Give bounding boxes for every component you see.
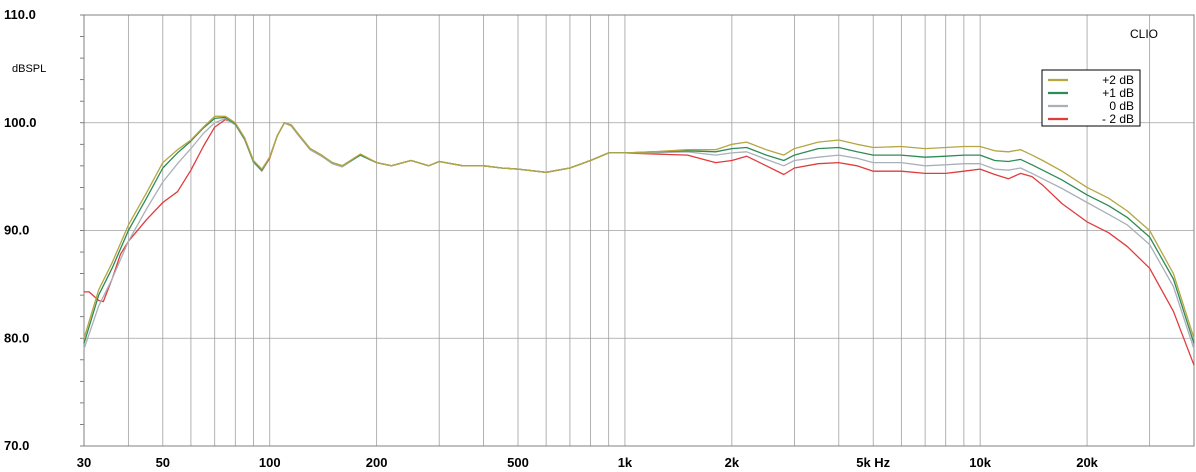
brand-label: CLIO <box>1130 27 1158 41</box>
legend: +2 dB+1 dB0 dB- 2 dB <box>1041 69 1141 127</box>
plot-frame <box>83 14 1195 447</box>
y-tick-label: 90.0 <box>4 223 29 238</box>
y-tick-label: 100.0 <box>4 115 37 130</box>
x-tick-label: 2k <box>725 455 740 470</box>
x-tick-label: 30 <box>77 455 91 470</box>
x-tick-label: 50 <box>156 455 170 470</box>
grid <box>80 14 1195 447</box>
legend-entry: - 2 dB <box>1102 112 1134 126</box>
legend-entry: +2 dB <box>1102 73 1134 87</box>
x-tick-label: 200 <box>366 455 388 470</box>
y-axis-label: dBSPL <box>12 63 46 75</box>
ticks: 70.0 80.0 90.0 100.0 110.0 30 50 100 200 500 1k 2k 5… <box>4 7 1099 470</box>
legend-entry: +1 dB <box>1102 86 1134 100</box>
x-tick-label: 10k <box>969 455 991 470</box>
x-tick-label: 1k <box>618 455 633 470</box>
x-tick-label: 100 <box>259 455 281 470</box>
y-tick-label: 70.0 <box>4 438 29 453</box>
x-tick-label: 500 <box>507 455 529 470</box>
x-tick-label: 20k <box>1076 455 1098 470</box>
legend-entry: 0 dB <box>1109 99 1134 113</box>
series-layer <box>83 115 1195 366</box>
y-tick-label: 80.0 <box>4 330 29 345</box>
y-tick-label: 110.0 <box>4 7 36 22</box>
series-line <box>83 115 1195 339</box>
x-tick-label: 5k Hz <box>856 455 890 470</box>
